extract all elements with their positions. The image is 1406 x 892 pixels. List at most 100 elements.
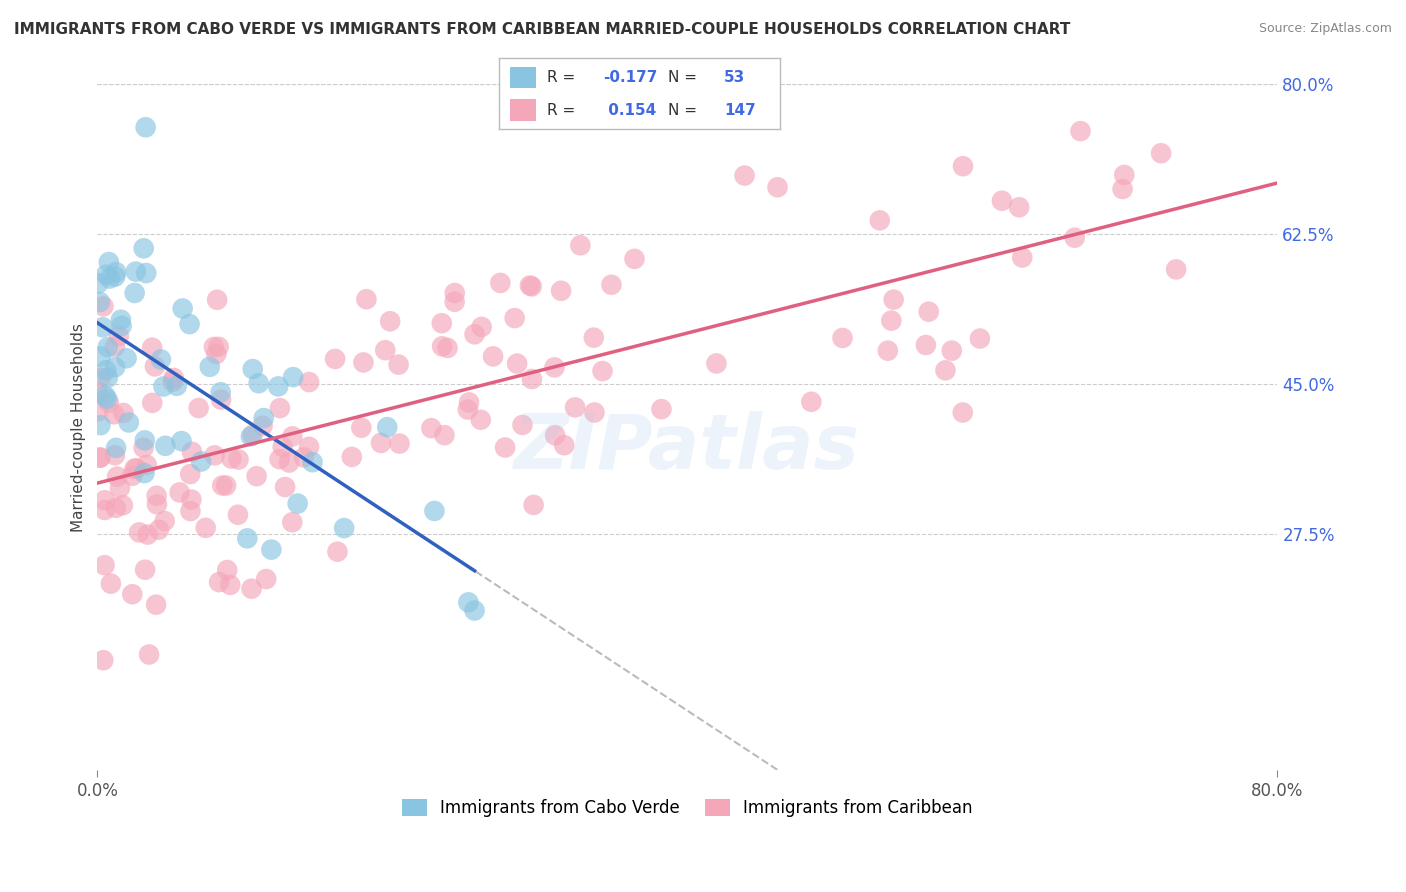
- Point: [583, 405, 606, 419]
- Point: [108, 481, 131, 495]
- Point: [170, 434, 193, 449]
- Text: 147: 147: [724, 103, 756, 118]
- Point: [991, 194, 1014, 208]
- Point: [869, 213, 891, 227]
- Point: [880, 313, 903, 327]
- Point: [143, 359, 166, 374]
- Point: [246, 469, 269, 483]
- Text: IMMIGRANTS FROM CABO VERDE VS IMMIGRANTS FROM CARIBBEAN MARRIED-COUPLE HOUSEHOLD: IMMIGRANTS FROM CABO VERDE VS IMMIGRANTS…: [14, 22, 1070, 37]
- Point: [267, 379, 290, 393]
- Point: [353, 355, 375, 369]
- Point: [544, 428, 567, 442]
- Point: [326, 544, 349, 558]
- Point: [269, 452, 291, 467]
- Point: [1114, 168, 1136, 182]
- Text: 53: 53: [724, 70, 745, 85]
- Point: [489, 276, 512, 290]
- Point: [430, 316, 453, 330]
- Point: [600, 277, 623, 292]
- Point: [569, 238, 592, 252]
- Point: [458, 395, 481, 409]
- Point: [89, 295, 111, 310]
- Text: 0.154: 0.154: [603, 103, 657, 118]
- Point: [163, 371, 186, 385]
- Point: [281, 429, 304, 443]
- Point: [205, 293, 228, 307]
- Point: [333, 521, 356, 535]
- Point: [209, 385, 232, 400]
- Point: [138, 648, 160, 662]
- Point: [162, 375, 184, 389]
- Point: [110, 318, 132, 333]
- Point: [132, 441, 155, 455]
- Point: [242, 362, 264, 376]
- Point: [1008, 200, 1031, 214]
- Point: [934, 363, 956, 377]
- Point: [952, 159, 974, 173]
- Point: [209, 392, 232, 407]
- Point: [111, 498, 134, 512]
- Point: [287, 496, 309, 510]
- Point: [430, 339, 453, 353]
- Point: [104, 269, 127, 284]
- Point: [179, 467, 201, 481]
- Point: [172, 301, 194, 316]
- Point: [155, 439, 177, 453]
- Point: [260, 542, 283, 557]
- Point: [181, 445, 204, 459]
- Point: [520, 372, 543, 386]
- Point: [148, 523, 170, 537]
- Point: [180, 492, 202, 507]
- Point: [883, 293, 905, 307]
- Point: [436, 341, 458, 355]
- Point: [1111, 182, 1133, 196]
- Point: [247, 376, 270, 391]
- Point: [519, 278, 541, 293]
- Point: [128, 525, 150, 540]
- Point: [112, 406, 135, 420]
- Point: [135, 458, 157, 472]
- Point: [141, 341, 163, 355]
- Point: [93, 299, 115, 313]
- Point: [135, 120, 157, 135]
- Point: [650, 402, 672, 417]
- Point: [969, 332, 991, 346]
- Point: [374, 343, 396, 358]
- Text: -0.177: -0.177: [603, 70, 658, 85]
- Point: [298, 440, 321, 454]
- Point: [124, 461, 146, 475]
- Point: [104, 448, 127, 462]
- Point: [121, 468, 143, 483]
- Point: [228, 452, 250, 467]
- Point: [423, 504, 446, 518]
- Point: [471, 319, 494, 334]
- Point: [1166, 262, 1188, 277]
- Point: [89, 450, 111, 465]
- Point: [283, 370, 305, 384]
- Point: [236, 532, 259, 546]
- Point: [124, 285, 146, 300]
- Point: [135, 266, 157, 280]
- Point: [370, 436, 392, 450]
- Point: [94, 363, 117, 377]
- Point: [89, 418, 111, 433]
- Point: [108, 329, 131, 343]
- Point: [553, 438, 575, 452]
- Point: [323, 351, 346, 366]
- Point: [105, 265, 128, 279]
- Point: [93, 558, 115, 573]
- Legend: Immigrants from Cabo Verde, Immigrants from Caribbean: Immigrants from Cabo Verde, Immigrants f…: [395, 792, 980, 823]
- Point: [592, 364, 614, 378]
- Point: [281, 516, 304, 530]
- Point: [298, 375, 321, 389]
- Point: [375, 420, 398, 434]
- Point: [211, 478, 233, 492]
- Point: [254, 572, 277, 586]
- Point: [94, 268, 117, 282]
- Point: [463, 327, 485, 342]
- Point: [97, 370, 120, 384]
- Point: [221, 451, 243, 466]
- Point: [204, 448, 226, 462]
- Bar: [510, 99, 536, 120]
- Point: [378, 314, 401, 328]
